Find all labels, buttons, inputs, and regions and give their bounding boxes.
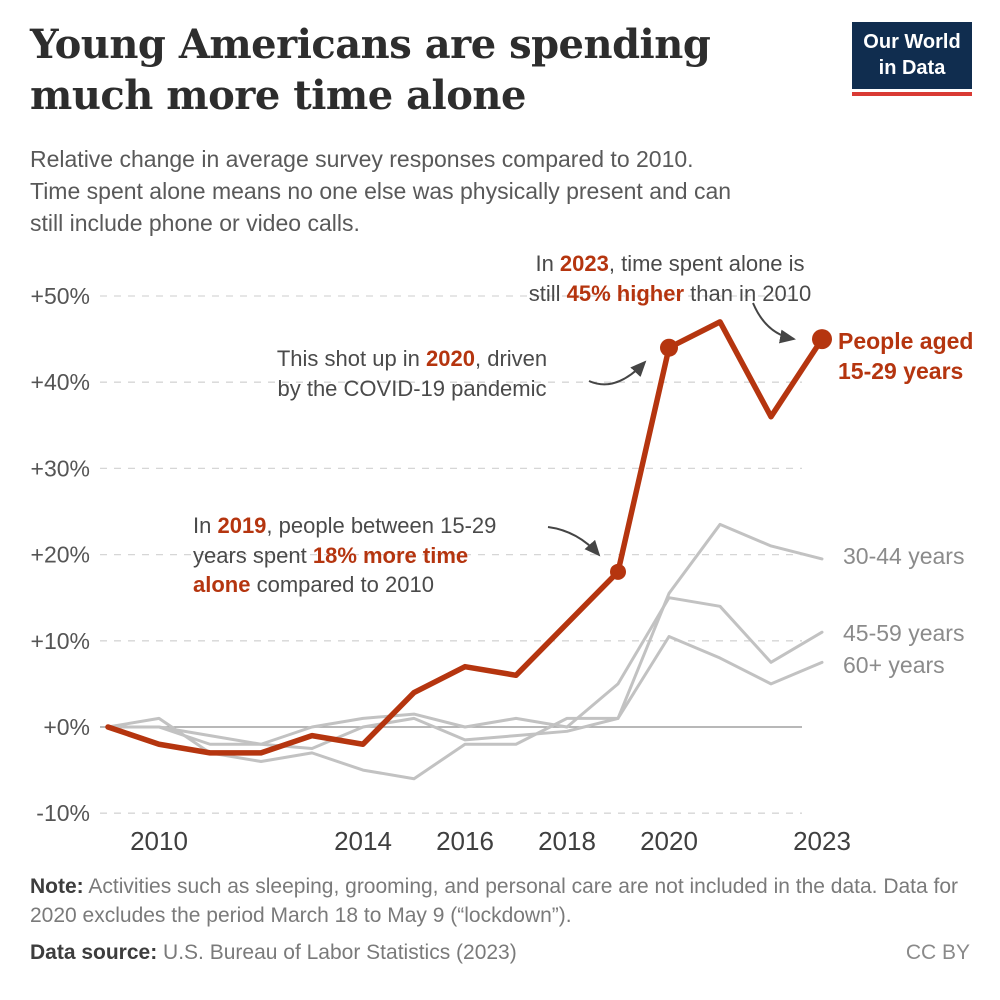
- note-text: Activities such as sleeping, grooming, a…: [30, 875, 959, 928]
- svg-text:-10%: -10%: [36, 800, 90, 826]
- owid-logo-box: Our World in Data: [852, 22, 972, 89]
- footer-source-row: Data source: U.S. Bureau of Labor Statis…: [30, 941, 970, 965]
- svg-text:+50%: +50%: [31, 283, 90, 309]
- series-label-15-29-line-2: 15-29 years: [838, 357, 964, 384]
- arrow-to-2020-point: [588, 360, 647, 386]
- svg-text:+0%: +0%: [43, 714, 90, 740]
- series-label-60-plus-years: 60+ years: [843, 652, 945, 678]
- series-lines: [105, 319, 825, 781]
- series-label-15-29-line-1: People aged: [838, 328, 974, 354]
- arrow-to-2023-point: [752, 302, 796, 344]
- annotation-2023: In 2023, time spent alone is still 45% hi…: [528, 251, 812, 306]
- y-axis-labels: +50% +40% +30% +20% +10% +0% -10%: [31, 283, 90, 826]
- svg-text:+10%: +10%: [31, 628, 90, 654]
- svg-text:+40%: +40%: [31, 369, 90, 395]
- title-line-1: Young Americans are spending: [30, 21, 711, 68]
- data-source: Data source: U.S. Bureau of Labor Statis…: [30, 941, 517, 965]
- annotation-arrows: [547, 302, 796, 557]
- svg-text:+30%: +30%: [31, 455, 90, 481]
- data-source-label: Data source:: [30, 941, 158, 964]
- license-link[interactable]: CC BY: [905, 941, 970, 964]
- note-label: Note:: [30, 875, 84, 898]
- footer-note: Note: Activities such as sleeping, groom…: [30, 872, 968, 931]
- chart-subtitle: Relative change in average survey respon…: [30, 143, 731, 240]
- svg-text:+20%: +20%: [31, 542, 90, 568]
- svg-text:2020: 2020: [640, 826, 698, 856]
- title-line-2: much more time alone: [30, 71, 526, 119]
- page-title: Young Americans are spending much more t…: [30, 20, 711, 122]
- owid-logo[interactable]: Our World in Data: [852, 22, 972, 96]
- x-axis-labels: 2010 2014 2016 2018 2020 2023: [130, 826, 851, 856]
- series-label-30-44-years: 30-44 years: [843, 543, 965, 569]
- series-label-15-29-years: People aged 15-29 years: [838, 327, 973, 387]
- owid-logo-text-1: Our World: [863, 31, 961, 53]
- series-markers: [610, 329, 832, 580]
- owid-logo-underline: [852, 92, 972, 96]
- gridlines: [100, 295, 802, 814]
- svg-text:2018: 2018: [538, 826, 596, 856]
- annotation-2020: This shot up in 2020, driven by the COVID…: [276, 346, 548, 401]
- subtitle-line-1: Relative change in average survey respon…: [30, 146, 694, 172]
- svg-text:2014: 2014: [334, 826, 392, 856]
- series-label-45-59-years: 45-59 years: [843, 620, 965, 646]
- annotation-2019: In 2019, people between 15-29 years spent…: [193, 513, 497, 598]
- data-source-text: U.S. Bureau of Labor Statistics (2023): [157, 941, 517, 964]
- svg-text:2010: 2010: [130, 826, 188, 856]
- subtitle-line-2: Time spent alone means no one else was p…: [30, 178, 732, 205]
- subtitle-line-3: still include phone or video calls.: [30, 210, 360, 237]
- svg-text:2023: 2023: [793, 826, 851, 856]
- svg-text:2016: 2016: [436, 826, 494, 856]
- arrow-to-2019-point: [547, 526, 601, 557]
- owid-logo-text-2: in Data: [878, 57, 946, 79]
